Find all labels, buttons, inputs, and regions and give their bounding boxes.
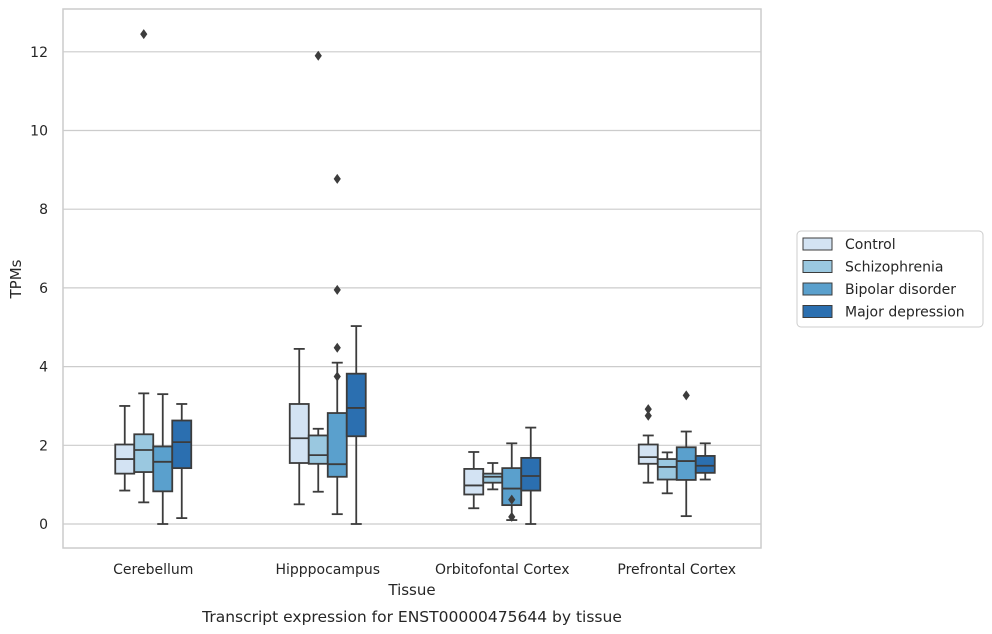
outlier-point: [682, 390, 690, 401]
legend-label: Bipolar disorder: [845, 282, 956, 298]
iqr-box: [656, 458, 678, 481]
y-axis-label: TPMs: [7, 259, 25, 299]
legend-swatch: [802, 282, 833, 296]
legend-label: Control: [845, 237, 896, 253]
y-tick-label: 4: [39, 360, 48, 376]
outlier-point: [333, 173, 341, 184]
outlier-point: [314, 50, 322, 61]
y-tick-label: 10: [30, 124, 48, 140]
iqr-box: [288, 403, 310, 464]
box-bipolar-disorder: [326, 173, 348, 516]
outlier-point: [644, 404, 652, 415]
outlier-point: [333, 284, 341, 295]
box-control: [637, 404, 659, 484]
iqr-box: [345, 372, 367, 438]
x-tick-labels: Cerebellum Hipppocampus Orbitofontal Corte…: [113, 562, 736, 578]
box-bipolar-disorder: [152, 393, 174, 525]
box-control: [288, 347, 310, 506]
outlier-point: [508, 494, 516, 505]
y-tick-label: 0: [39, 517, 48, 533]
iqr-box: [326, 412, 348, 478]
iqr-box: [307, 434, 329, 465]
legend-swatch: [802, 237, 833, 251]
outlier-point: [333, 371, 341, 382]
iqr-box: [482, 472, 504, 484]
x-axis-label: Tissue: [387, 581, 435, 599]
box-schizophrenia: [133, 29, 155, 504]
outlier-point: [333, 342, 341, 353]
iqr-box: [637, 443, 659, 465]
box-major-depression: [171, 403, 193, 519]
iqr-box: [152, 445, 174, 493]
iqr-box: [133, 433, 155, 473]
y-tick-labels: 0 2 4 6 8 10 12: [30, 45, 48, 533]
x-tick-label: Orbitofontal Cortex: [435, 562, 570, 578]
outlier-point: [508, 511, 516, 522]
y-tick-label: 12: [30, 45, 48, 61]
box-schizophrenia: [656, 451, 678, 495]
iqr-box: [171, 419, 193, 470]
x-tick-label: Hipppocampus: [275, 562, 380, 578]
legend-label: Schizophrenia: [845, 260, 943, 276]
y-tick-label: 6: [39, 281, 48, 297]
y-tick-label: 2: [39, 438, 48, 454]
outlier-point: [140, 29, 148, 40]
box-major-depression: [345, 325, 367, 525]
chart-caption: Transcript expression for ENST0000047564…: [201, 608, 622, 626]
box-major-depression: [520, 426, 542, 525]
box-control: [463, 451, 485, 510]
iqr-box: [520, 456, 542, 492]
iqr-box: [694, 455, 716, 474]
legend-swatch: [802, 305, 833, 318]
iqr-box: [463, 468, 485, 496]
outlier-point: [644, 410, 652, 421]
legend: Control Schizophrenia Bipolar disorder Majo…: [796, 230, 984, 328]
legend-swatch: [802, 260, 833, 273]
box-bipolar-disorder: [501, 442, 523, 522]
box-major-depression: [694, 442, 716, 481]
box-groups: [114, 29, 716, 525]
iqr-box: [675, 446, 697, 481]
legend-label: Major depression: [845, 305, 965, 321]
x-tick-label: Prefrontal Cortex: [617, 562, 736, 578]
box-schizophrenia: [307, 50, 329, 493]
x-tick-label: Cerebellum: [113, 562, 193, 578]
legend-frame: [796, 230, 984, 328]
y-tick-label: 8: [39, 202, 48, 218]
